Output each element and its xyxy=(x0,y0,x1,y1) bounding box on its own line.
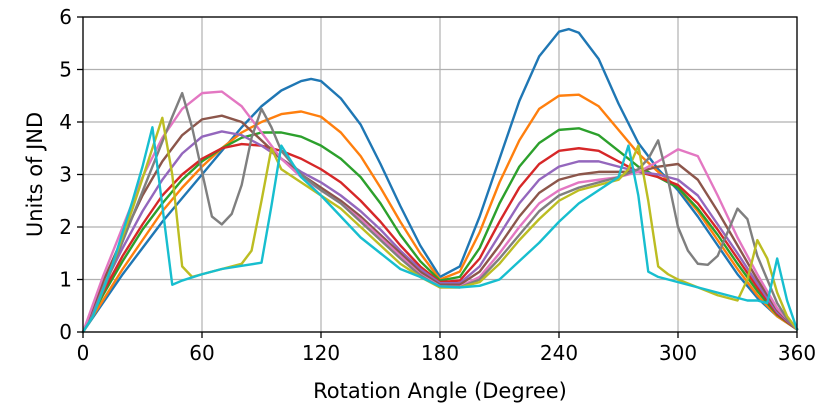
y-axis-title: Units of JND xyxy=(23,112,47,237)
axis-ticks: 0 60 120 180 240 300 360 0 1 2 3 4 5 6 xyxy=(59,5,816,365)
y-tick-label: 6 xyxy=(59,5,72,29)
x-axis-title: Rotation Angle (Degree) xyxy=(313,379,567,403)
series-line-series-5 xyxy=(81,130,799,334)
y-tick-label: 5 xyxy=(59,58,72,82)
x-tick-label: 240 xyxy=(540,341,578,365)
x-tick-label: 300 xyxy=(659,341,697,365)
series-line-series-3 xyxy=(81,127,799,334)
series-line-series-6 xyxy=(81,114,799,334)
x-tick-label: 0 xyxy=(77,341,90,365)
series-lines xyxy=(81,27,799,334)
y-tick-label: 0 xyxy=(59,320,72,344)
series-line-series-10 xyxy=(81,126,799,334)
x-tick-label: 120 xyxy=(302,341,340,365)
y-tick-label: 3 xyxy=(59,163,72,187)
x-tick-label: 180 xyxy=(421,341,459,365)
y-tick-label: 1 xyxy=(59,268,72,292)
x-tick-label: 60 xyxy=(189,341,214,365)
y-tick-label: 4 xyxy=(59,110,72,134)
y-tick-label: 2 xyxy=(59,215,72,239)
x-tick-label: 360 xyxy=(778,341,816,365)
